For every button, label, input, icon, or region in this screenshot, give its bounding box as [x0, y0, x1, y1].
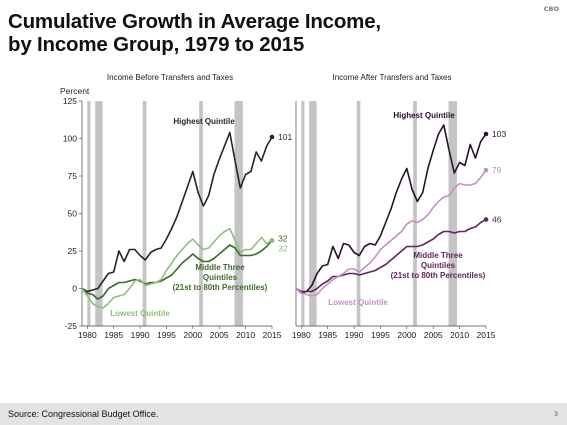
x-tick-label: 1995	[371, 330, 390, 340]
chart-panel-1: Income Before Transfers and Taxes -25 0 25 5…	[60, 73, 292, 340]
x-tick-label: 2000	[397, 330, 416, 340]
series-line-2	[81, 239, 273, 300]
slide-title-line-2: by Income Group, 1979 to 2015	[8, 33, 305, 56]
page-number: 3	[553, 410, 558, 418]
brand-logo: CBO	[543, 5, 559, 13]
x-tick-label: 2015	[263, 330, 282, 340]
series-label: Middle Three Quintiles (21st to 80th Perce…	[391, 251, 486, 280]
series-end-label: 32	[278, 244, 288, 254]
series-end-marker	[483, 167, 489, 173]
series-end-label: 79	[492, 165, 502, 175]
y-tick-label: 125	[63, 96, 77, 106]
y-tick-label: -25	[65, 321, 78, 331]
x-tick-label: 2010	[450, 330, 469, 340]
series-end-label: 101	[278, 132, 292, 142]
y-tick-label: 25	[68, 246, 78, 256]
recession-band	[95, 101, 103, 326]
series-line-3	[81, 227, 273, 309]
series-end-marker	[269, 238, 275, 243]
x-tick-label: 1985	[318, 330, 337, 340]
recession-band	[356, 101, 361, 326]
source-note: Source: Congressional Budget Office.	[8, 409, 159, 419]
series-line-1	[295, 124, 487, 294]
slide-title: Cumulative Growth in Average Income, by …	[8, 10, 488, 56]
series-end-marker	[483, 217, 489, 222]
x-tick-label: 1980	[78, 330, 97, 340]
y-tick-label: 75	[68, 171, 78, 181]
y-tick-label: 50	[68, 209, 78, 219]
y-axis-label: Percent	[60, 86, 90, 96]
series-end-label: 32	[278, 234, 288, 244]
x-tick-label: 1985	[104, 330, 123, 340]
x-tick-label: 2005	[210, 330, 229, 340]
chart-title: Income Before Transfers and Taxes	[107, 73, 233, 82]
recession-band	[142, 101, 147, 326]
x-tick-label: 1990	[131, 330, 150, 340]
y-tick-label: 0	[72, 284, 77, 294]
x-tick-label: 2010	[236, 330, 255, 340]
series-line-2	[295, 218, 487, 293]
series-end-label: 46	[492, 215, 502, 225]
series-end-marker	[483, 131, 489, 137]
x-tick-label: 1995	[157, 330, 176, 340]
x-tick-label: 2005	[424, 330, 443, 340]
charts-canvas: Income Before Transfers and Taxes -25 0 25 5…	[60, 73, 507, 340]
recession-band	[448, 101, 457, 326]
series-label: Lowest Quintile	[110, 309, 170, 318]
series-line-1	[81, 131, 273, 293]
series-label: Highest Quintile	[393, 111, 455, 120]
x-tick-label: 1980	[292, 330, 311, 340]
x-tick-label: 1990	[345, 330, 364, 340]
series-label: Highest Quintile	[173, 117, 235, 126]
recession-band	[413, 101, 417, 326]
chart-title: Income After Transfers and Taxes	[332, 73, 451, 82]
series-label: Middle Three Quintiles (21st to 80th Perce…	[173, 263, 268, 292]
series-line-3	[295, 169, 487, 297]
y-tick-label: 100	[63, 134, 77, 144]
slide-title-line-1: Cumulative Growth in Average Income,	[8, 10, 381, 33]
recession-band	[199, 101, 203, 326]
series-label: Lowest Quintile	[328, 298, 388, 307]
recession-band	[87, 101, 91, 326]
recession-band	[234, 101, 243, 326]
x-tick-label: 2015	[477, 330, 496, 340]
x-tick-label: 2000	[183, 330, 202, 340]
footer-bar: Source: Congressional Budget Office. 3	[0, 403, 567, 425]
series-end-marker	[269, 134, 275, 140]
series-end-label: 103	[492, 129, 506, 139]
recession-band	[301, 101, 305, 326]
chart-panel-2: Income After Transfers and Taxes 1980 1985…	[292, 73, 507, 340]
recession-band	[309, 101, 317, 326]
